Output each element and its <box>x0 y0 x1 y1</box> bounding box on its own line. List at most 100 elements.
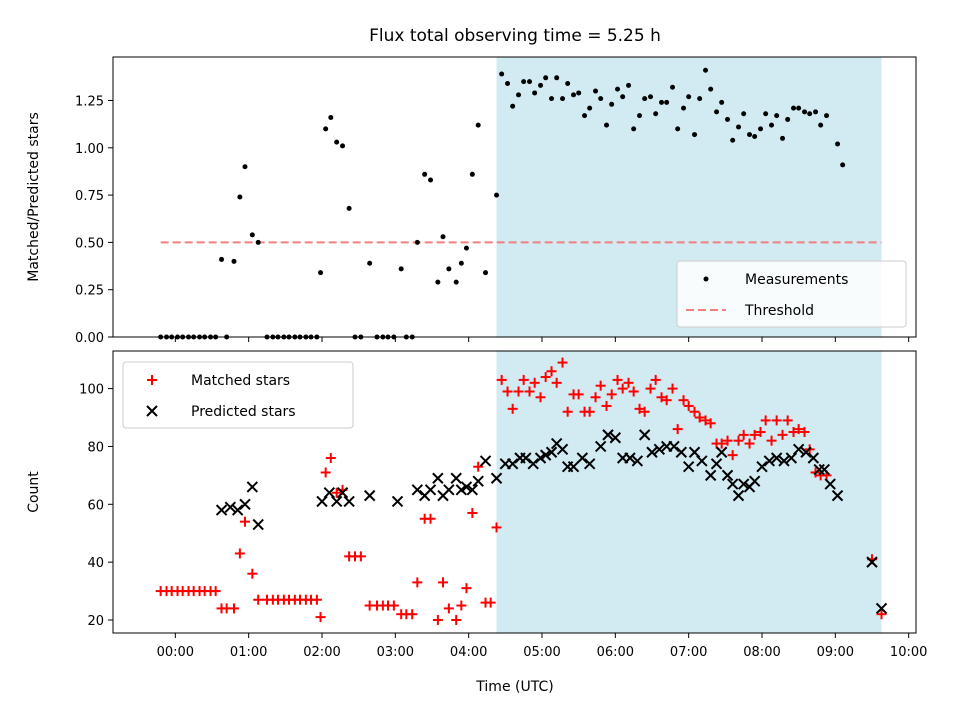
bottom-data-point-b <box>432 472 444 484</box>
bottom-data-point-b <box>800 446 812 458</box>
bottom-legend-marker <box>147 375 157 385</box>
bottom-data-point <box>624 452 636 464</box>
top-data-point <box>736 124 742 130</box>
top-legend-label: Measurements <box>745 272 848 288</box>
top-data-point <box>346 205 352 211</box>
top-data-point <box>249 232 255 238</box>
top-data-point <box>463 245 469 251</box>
bottom-data-point <box>472 475 484 487</box>
top-data-point <box>785 116 791 122</box>
bottom-data-point <box>535 392 546 403</box>
bottom-data-point <box>748 475 761 487</box>
top-data-point <box>510 103 516 109</box>
chart-title: Flux total observing time = 5.25 h <box>369 26 661 46</box>
bottom-data-point <box>634 403 645 414</box>
top-data-point <box>763 111 769 117</box>
bottom-data-point-b <box>323 487 336 499</box>
bottom-data-point <box>246 481 259 493</box>
bottom-data-point-b <box>726 478 739 490</box>
bottom-data-point-b <box>721 469 734 482</box>
bottom-data-point <box>792 443 805 456</box>
top-legend-label: Threshold <box>744 303 814 319</box>
top-data-point <box>458 260 464 266</box>
bottom-data-point-b <box>466 484 479 496</box>
top-data-point <box>752 133 758 139</box>
bottom-data-point-b <box>675 446 688 458</box>
bottom-data-point <box>696 455 708 467</box>
bottom-data-point <box>824 478 836 490</box>
bottom-data-point-b <box>704 469 717 482</box>
bottom-data-point <box>755 426 766 437</box>
bottom-data-point <box>694 412 705 423</box>
bottom-x-tick-label: 06:00 <box>597 645 634 660</box>
bottom-x-tick-label: 02:00 <box>303 645 340 660</box>
bottom-data-point <box>818 463 831 476</box>
bottom-data-point <box>331 487 342 498</box>
bottom-data-point <box>656 392 667 403</box>
bottom-data-point <box>606 389 617 400</box>
bottom-data-point <box>239 498 251 510</box>
bottom-x-tick-label: 10:00 <box>890 645 927 660</box>
top-data-point <box>565 80 571 86</box>
bottom-data-point-b <box>875 602 888 615</box>
bottom-data-point <box>738 429 749 440</box>
top-legend-marker <box>703 276 709 282</box>
bottom-data-point <box>727 450 738 461</box>
top-data-point <box>367 260 373 266</box>
bottom-data-point-b <box>594 440 607 453</box>
bottom-data-point <box>224 501 237 513</box>
bottom-data-point <box>460 481 473 493</box>
bottom-data-point <box>388 600 399 611</box>
top-y-tick-label: 1.00 <box>75 142 104 157</box>
bottom-data-point <box>733 435 744 446</box>
bottom-data-point <box>800 446 812 458</box>
bottom-data-point-b <box>583 458 596 470</box>
bottom-data-point-b <box>763 455 776 467</box>
bottom-data-point <box>715 446 728 458</box>
bottom-data-point-b <box>770 452 783 464</box>
bottom-y-tick-label: 40 <box>87 556 104 571</box>
bottom-data-point <box>215 504 228 516</box>
top-data-point <box>664 99 670 105</box>
bottom-data-point <box>411 484 424 496</box>
bottom-legend: Matched stars Predicted stars <box>122 361 354 429</box>
bottom-data-point <box>424 484 437 496</box>
bottom-data-point <box>546 366 557 377</box>
bottom-data-point <box>760 415 771 426</box>
bottom-x-tick-label: 09:00 <box>817 645 854 660</box>
bottom-data-point <box>231 504 244 516</box>
bottom-data-point-b <box>215 504 228 516</box>
top-data-point <box>521 79 527 85</box>
top-data-point <box>560 96 566 102</box>
bottom-data-point <box>799 426 810 437</box>
bottom-data-point <box>315 612 326 623</box>
top-data-point <box>516 92 522 98</box>
top-data-point <box>631 126 637 132</box>
top-data-point <box>483 270 489 276</box>
bottom-data-point <box>595 380 606 391</box>
bottom-data-point <box>513 386 524 397</box>
bottom-data-point <box>667 383 678 394</box>
top-data-point <box>340 143 346 149</box>
top-data-point <box>422 171 428 177</box>
bottom-data-point <box>325 453 336 464</box>
bottom-data-point <box>675 446 688 458</box>
bottom-data-point-b <box>252 518 264 531</box>
bottom-data-point <box>716 438 727 449</box>
top-data-point <box>620 94 626 100</box>
top-y-tick-label: 0.50 <box>75 236 104 251</box>
top-data-point <box>593 88 599 94</box>
top-data-point <box>237 194 243 200</box>
bottom-data-point <box>567 460 580 473</box>
top-data-point <box>637 113 643 119</box>
top-data-point <box>318 270 324 276</box>
bottom-data-point <box>623 377 634 388</box>
top-data-point <box>499 71 505 77</box>
bottom-data-point-b <box>682 460 695 473</box>
bottom-data-point-b <box>224 501 237 513</box>
bottom-data-point-b <box>715 446 728 458</box>
x-axis-label: Time (UTC) <box>475 679 553 695</box>
top-data-point <box>446 266 452 272</box>
bottom-data-point-b <box>231 504 244 516</box>
